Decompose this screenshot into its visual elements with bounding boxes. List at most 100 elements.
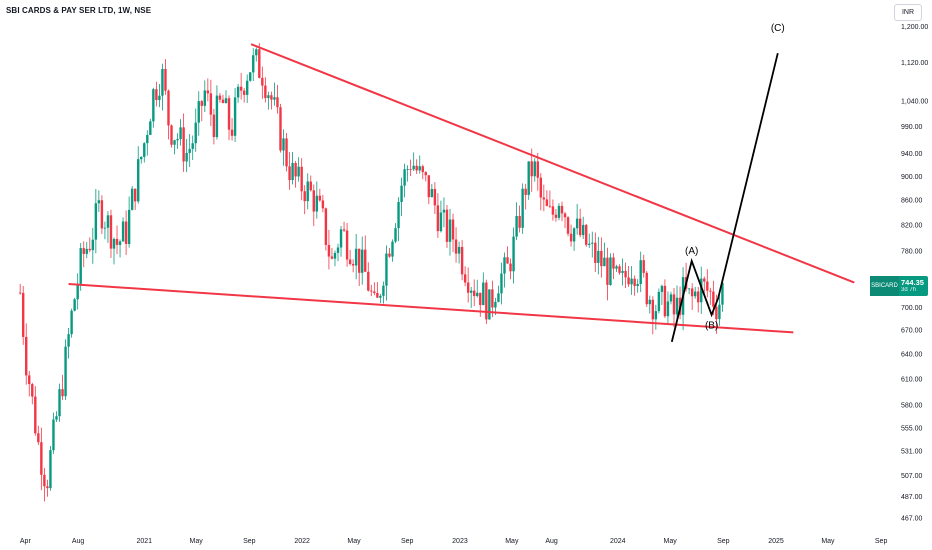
y-tick-label: 940.00 <box>901 151 923 158</box>
candle-body <box>439 212 443 232</box>
candle-body <box>479 292 482 306</box>
candle <box>657 288 661 314</box>
y-tick-label: 487.00 <box>901 494 923 501</box>
candle-body <box>421 166 424 173</box>
candle <box>406 165 409 182</box>
candle-body <box>342 229 346 231</box>
candle-body <box>612 257 615 269</box>
candle-body <box>279 107 282 151</box>
candle <box>609 253 612 286</box>
candle-body <box>109 215 113 249</box>
candle <box>294 160 297 188</box>
candle <box>194 108 197 152</box>
candle <box>115 225 119 255</box>
candle-body <box>506 257 509 264</box>
candle <box>651 296 655 335</box>
candle <box>327 229 331 270</box>
candle <box>654 304 658 330</box>
candle <box>267 91 270 110</box>
candle <box>551 199 555 221</box>
candle-body <box>370 290 373 292</box>
candle <box>130 186 134 211</box>
candle <box>427 175 431 205</box>
candle-body <box>712 291 715 307</box>
candle <box>630 266 633 295</box>
candle <box>370 284 373 297</box>
candle <box>212 108 216 145</box>
y-tick-label: 990.00 <box>901 124 923 131</box>
candle <box>479 292 482 317</box>
candle <box>536 152 539 191</box>
candle-body <box>603 257 606 267</box>
candlestick-series <box>18 43 724 502</box>
candle-body <box>621 270 624 273</box>
candle <box>397 197 400 242</box>
candle <box>603 242 606 267</box>
candle <box>242 88 246 103</box>
candle-body <box>18 292 22 294</box>
candle <box>158 84 161 108</box>
candle <box>270 91 273 110</box>
candle-body <box>382 285 385 296</box>
candle <box>497 285 500 303</box>
candle-body <box>330 256 334 259</box>
candle-body <box>388 253 391 257</box>
candle-body <box>309 181 312 191</box>
candle <box>361 236 364 285</box>
candle <box>209 79 213 127</box>
candle-body <box>533 161 536 177</box>
candle-body <box>427 175 431 198</box>
candle <box>388 248 391 258</box>
candle <box>55 411 58 422</box>
candle <box>690 283 694 310</box>
y-tick-label: 780.00 <box>901 248 923 255</box>
candle-body <box>76 283 79 300</box>
candle-body <box>164 68 167 91</box>
candle-body <box>451 219 455 240</box>
candle <box>339 225 343 257</box>
candle <box>639 251 642 293</box>
candle <box>261 66 264 100</box>
candle <box>542 184 546 212</box>
candle <box>500 262 503 305</box>
candle <box>409 159 412 177</box>
candle-body <box>660 285 664 292</box>
candle-body <box>276 97 279 108</box>
price-axis[interactable]: 1,200.00 1,120.00 1,040.00 990.00 940.00 900.… <box>901 24 928 523</box>
candle-body <box>255 49 258 56</box>
candle-body <box>212 114 216 138</box>
candle <box>645 271 648 308</box>
candle <box>506 246 509 264</box>
y-tick-label: 467.00 <box>901 516 923 523</box>
candle-body <box>179 127 182 139</box>
time-axis[interactable]: Apr Aug 2021 May Sep 2022 May Sep 2023 May Aug 2024… <box>20 538 888 545</box>
candle <box>221 94 225 104</box>
candle <box>34 386 37 436</box>
candle <box>173 139 176 155</box>
price-tag-countdown: 3d 7h <box>901 287 917 293</box>
candle <box>618 264 621 275</box>
candle-body <box>639 260 642 284</box>
candle <box>466 267 470 303</box>
candle-body <box>536 161 539 178</box>
candle <box>415 159 418 174</box>
candle <box>312 184 315 227</box>
x-tick-label: 2024 <box>610 538 626 545</box>
candle-body <box>209 93 213 115</box>
candle-body <box>597 250 600 263</box>
candle-body <box>509 263 512 272</box>
candle-body <box>155 89 158 100</box>
candle-body <box>91 239 95 251</box>
candle <box>451 213 455 253</box>
candle-body <box>675 297 679 315</box>
candle <box>309 175 312 192</box>
candle-body <box>242 90 246 95</box>
candle-body <box>578 218 582 236</box>
candle-body <box>46 486 49 489</box>
candle <box>566 216 570 237</box>
candle <box>276 84 279 114</box>
currency-button[interactable]: INR <box>894 4 922 21</box>
candle-body <box>351 263 355 266</box>
candle-body <box>569 233 573 242</box>
